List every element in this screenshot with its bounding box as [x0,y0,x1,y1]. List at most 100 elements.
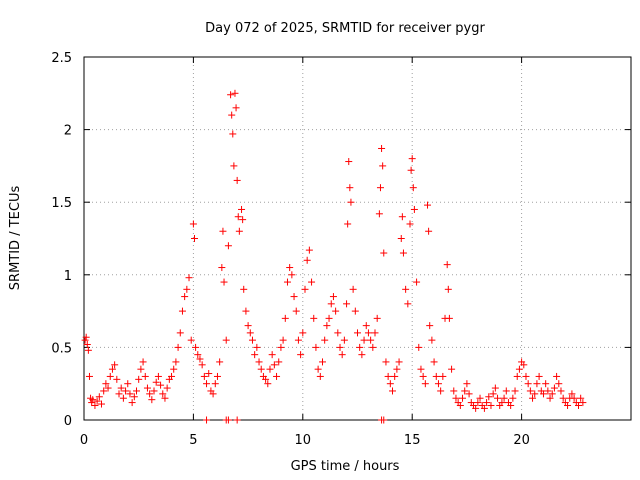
data-point [384,372,392,380]
data-point [406,220,414,228]
data-point [349,285,357,293]
data-point [373,314,381,322]
data-point [288,271,296,279]
data-point [346,184,354,192]
data-point [106,372,114,380]
data-point [253,343,261,351]
data-point [220,278,228,286]
data-point [219,227,227,235]
data-point [230,162,238,170]
y-tick-label: 0.5 [51,341,72,356]
data-point [251,351,259,359]
data-point [539,390,547,398]
data-point [119,394,127,402]
data-point [228,111,236,119]
data-point [443,261,451,269]
data-point [209,390,217,398]
data-point [148,396,156,404]
data-point [273,372,281,380]
data-point [152,378,160,386]
data-point [338,351,346,359]
data-point [367,336,375,344]
data-point [456,401,464,409]
data-point [351,307,359,315]
data-point [393,365,401,373]
data-point [178,307,186,315]
data-point [310,314,318,322]
data-point [428,336,436,344]
data-point [579,399,587,407]
data-point [491,384,499,392]
data-point [286,264,294,272]
y-tick-label: 0 [64,414,72,429]
data-point [502,387,510,395]
data-point [248,336,256,344]
data-point [369,343,377,351]
data-point [170,365,178,373]
data-point [233,416,241,424]
plot-frame [83,56,632,421]
data-point [172,358,180,366]
data-point [327,300,335,308]
data-point [292,307,300,315]
x-tick-label: 10 [295,433,312,448]
data-point [137,365,145,373]
data-point [494,394,502,402]
data-point [143,384,151,392]
y-tick-label: 1 [64,269,72,284]
data-point [444,285,452,293]
data-point [308,278,316,286]
data-point [218,264,226,272]
data-point [399,249,407,257]
data-point [334,329,342,337]
data-point [89,396,97,404]
data-point [262,375,270,383]
data-point [389,387,397,395]
data-point [270,361,278,369]
data-point [362,322,370,330]
data-point [347,198,355,206]
data-point [548,390,556,398]
x-tick-label: 15 [404,433,421,448]
data-point [513,372,521,380]
data-point [264,380,272,388]
data-point [216,358,224,366]
data-point [281,314,289,322]
data-point [275,358,283,366]
data-point [386,380,394,388]
data-point [213,372,221,380]
data-point [555,380,563,388]
data-point [98,400,106,408]
data-point [128,399,136,407]
data-point [544,387,552,395]
data-point [231,89,239,97]
data-point [413,278,421,286]
data-point [279,336,287,344]
x-tick-label: 0 [80,433,88,448]
data-point [329,293,337,301]
data-point [163,384,171,392]
data-point [294,336,302,344]
data-point [376,184,384,192]
data-point [323,322,331,330]
data-point [115,390,123,398]
data-point [450,387,458,395]
data-point [553,372,561,380]
data-point [417,365,425,373]
data-point [325,314,333,322]
data-point [559,394,567,402]
data-point [283,278,291,286]
data-point [424,201,432,209]
data-point [111,361,119,369]
data-point [196,355,204,363]
data-point [421,380,429,388]
data-point [91,401,99,409]
data-point [104,384,112,392]
chart-title: Day 072 of 2025, SRMTID for receiver pyg… [205,21,485,36]
y-tick-label: 2 [64,124,72,139]
data-point [378,144,386,152]
data-point [500,394,508,402]
data-point [81,336,89,344]
data-point [266,365,274,373]
data-point [340,336,348,344]
